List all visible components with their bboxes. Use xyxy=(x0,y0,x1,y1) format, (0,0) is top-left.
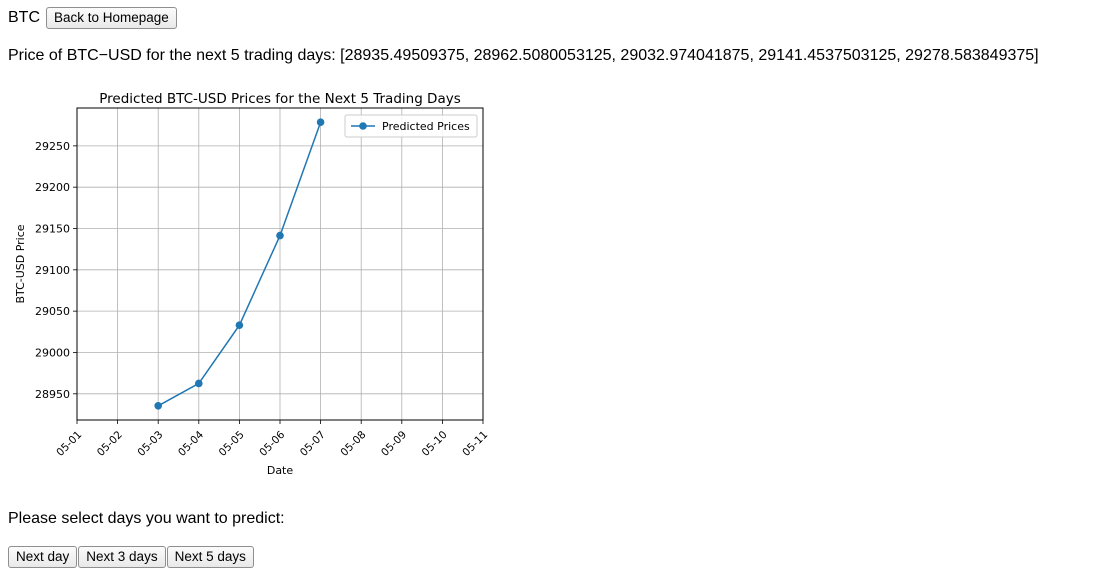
data-point xyxy=(154,401,162,410)
x-tick-label: 05-04 xyxy=(176,429,206,459)
prediction-text: Price of BTC−USD for the next 5 trading … xyxy=(8,47,1039,64)
ticker-label: BTC xyxy=(8,9,40,26)
x-tick-label: 05-10 xyxy=(420,429,450,459)
x-tick-label: 05-08 xyxy=(338,429,368,459)
legend-marker-swatch xyxy=(359,122,367,130)
next-3-days-button[interactable]: Next 3 days xyxy=(78,546,166,568)
legend-box xyxy=(344,114,478,138)
next-day-button[interactable]: Next day xyxy=(8,546,78,568)
y-tick-label: 29150 xyxy=(35,223,70,236)
y-axis-label: BTC-USD Price xyxy=(14,224,27,303)
y-tick-label: 29000 xyxy=(35,346,70,359)
next-5-days-button[interactable]: Next 5 days xyxy=(166,546,254,568)
x-tick-label: 05-02 xyxy=(95,429,125,459)
x-tick-label: 05-01 xyxy=(54,429,84,459)
data-point xyxy=(235,321,244,330)
y-tick-label: 29100 xyxy=(35,264,70,277)
y-tick-label: 29250 xyxy=(35,140,70,153)
x-tick-label: 05-11 xyxy=(460,429,490,459)
back-to-homepage-button[interactable]: Back to Homepage xyxy=(46,7,177,29)
chart-legend: Predicted Prices xyxy=(344,114,478,138)
x-tick-label: 05-06 xyxy=(257,429,287,459)
y-tick-label: 29200 xyxy=(35,181,70,194)
header-row: BTC Back to Homepage xyxy=(8,7,177,29)
x-axis-label: Date xyxy=(267,464,294,477)
chart-title: Predicted BTC-USD Prices for the Next 5 … xyxy=(99,91,461,107)
select-days-label: Please select days you want to predict: xyxy=(8,510,285,527)
data-point xyxy=(276,231,284,240)
x-tick-label: 05-05 xyxy=(217,429,247,459)
x-tick-label: 05-07 xyxy=(298,429,328,459)
legend-entry-label: Predicted Prices xyxy=(382,120,470,133)
x-tick-label: 05-09 xyxy=(379,429,409,459)
y-tick-label: 28950 xyxy=(35,388,70,401)
price-chart: 05-01 05-02 05-03 05-04 05-05 05-06 05-07 05-08… xyxy=(14,91,490,477)
data-point xyxy=(316,118,325,127)
data-point xyxy=(195,379,203,388)
days-button-group: Next day Next 3 days Next 5 days xyxy=(8,546,255,568)
y-tick-label: 29050 xyxy=(35,305,70,318)
x-tick-label: 05-03 xyxy=(135,429,165,459)
